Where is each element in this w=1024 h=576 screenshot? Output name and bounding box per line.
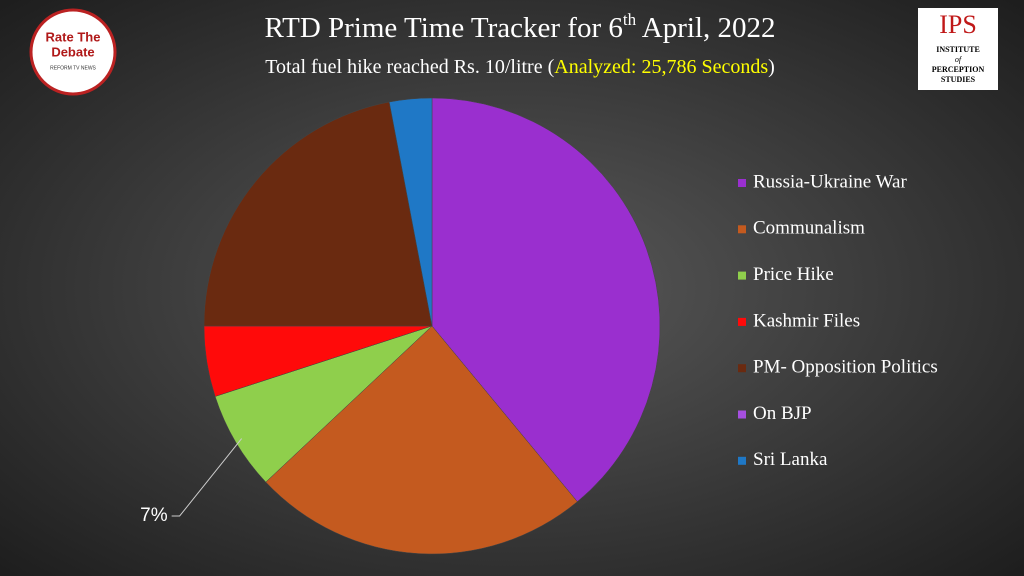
legend-label: Sri Lanka <box>753 449 828 470</box>
logo-text: REFORM TV NEWS <box>50 65 96 71</box>
legend-swatch <box>738 317 746 326</box>
legend-swatch <box>738 179 746 187</box>
pie-slice <box>265 325 578 555</box>
leader-line <box>171 438 243 517</box>
logo-text: INSTITUTE <box>936 45 980 54</box>
legend-label: Price Hike <box>753 264 834 285</box>
legend-swatch <box>738 456 746 465</box>
subtitle-part: Total fuel hike reached Rs. 10/litre ( <box>265 56 554 78</box>
subtitle-part: ) <box>768 56 775 78</box>
data-label: 7% <box>140 505 168 526</box>
logo-right: IPS INSTITUTE of PERCEPTION STUDIES <box>918 8 998 90</box>
legend-swatch <box>738 271 746 280</box>
chart-subtitle: Total fuel hike reached Rs. 10/litre (An… <box>265 56 775 78</box>
title-part: th <box>623 10 637 29</box>
title-part: RTD Prime Time Tracker for 6 <box>265 12 623 44</box>
legend-swatch <box>738 410 746 419</box>
logo-text: of <box>955 55 963 64</box>
pie-slice <box>388 97 433 327</box>
chart-title: RTD Prime Time Tracker for 6th April, 20… <box>265 10 776 44</box>
logo-box <box>918 8 998 90</box>
legend-label: Communalism <box>753 218 865 239</box>
legend-label: Kashmir Files <box>753 310 860 331</box>
title-part: April, 2022 <box>636 12 775 44</box>
logo-left: Rate The Debate REFORM TV NEWS <box>29 8 117 96</box>
logo-text: PERCEPTION <box>932 65 985 74</box>
subtitle-part: Analyzed: 25,786 Seconds <box>554 56 768 78</box>
legend-label: PM- Opposition Politics <box>753 357 938 378</box>
legend-swatch <box>738 364 746 373</box>
logo-text: Debate <box>51 44 94 59</box>
logo-circle <box>29 8 117 96</box>
legend-label: On BJP <box>753 403 812 424</box>
legend-label: Russia-Ukraine War <box>753 171 907 192</box>
logo-text: IPS <box>939 10 977 39</box>
legend-swatch <box>738 225 746 234</box>
logo-text: STUDIES <box>941 75 976 84</box>
pie-slice <box>203 101 433 327</box>
logo-text: Rate The <box>46 29 101 44</box>
pie-slice <box>431 97 661 503</box>
